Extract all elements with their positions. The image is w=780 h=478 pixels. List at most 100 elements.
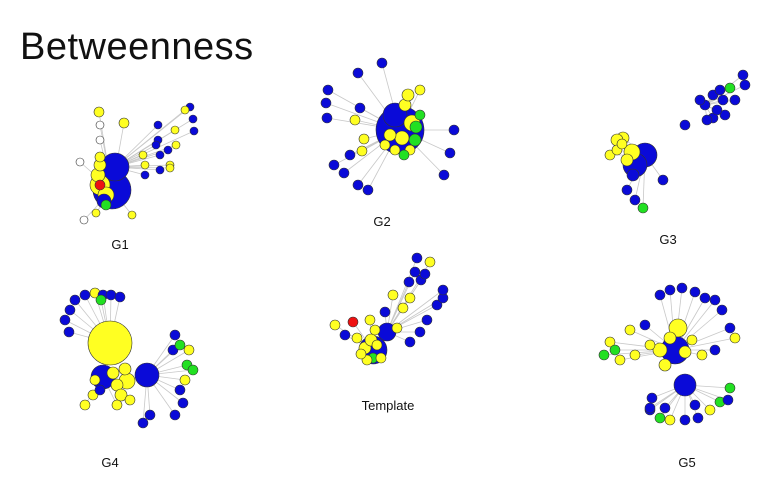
network-graph-g5 bbox=[598, 282, 741, 426]
g1-node-yellow bbox=[170, 125, 180, 135]
g1-node-red bbox=[94, 179, 106, 191]
g4-node-yellow bbox=[179, 374, 191, 386]
g2-node-blue bbox=[338, 167, 350, 179]
template-node-red bbox=[347, 316, 359, 328]
template-node-blue bbox=[414, 326, 426, 338]
g2-node-blue bbox=[322, 84, 334, 96]
g4-node-blue bbox=[169, 329, 181, 341]
g5-node-blue bbox=[699, 292, 711, 304]
g4-node-blue bbox=[114, 291, 126, 303]
template-node-yellow bbox=[397, 302, 409, 314]
template-node-blue bbox=[339, 329, 351, 341]
g4-node-yellow bbox=[118, 362, 132, 376]
g2-node-blue bbox=[448, 124, 460, 136]
g2-node-blue bbox=[438, 169, 450, 181]
graph-label-g4: G4 bbox=[101, 455, 119, 470]
g4-node-blue bbox=[64, 304, 76, 316]
g5-node-yellow bbox=[704, 404, 716, 416]
template-node-blue bbox=[437, 284, 449, 296]
g5-node-yellow bbox=[668, 318, 688, 338]
g5-node-blue bbox=[639, 319, 651, 331]
g5-node-yellow bbox=[696, 349, 708, 361]
g5-node-yellow bbox=[629, 349, 641, 361]
g3-node-blue bbox=[657, 174, 669, 186]
g3-node-blue bbox=[701, 114, 713, 126]
g4-node-blue bbox=[169, 409, 181, 421]
g2-node-yellow bbox=[414, 84, 426, 96]
template-node-blue bbox=[404, 336, 416, 348]
g3-node-green bbox=[724, 82, 736, 94]
g5-node-blue bbox=[724, 322, 736, 334]
g2-node-yellow bbox=[349, 114, 361, 126]
slide-title: Betweenness bbox=[20, 26, 254, 68]
g1-node-yellow bbox=[180, 105, 190, 115]
g2-node-blue bbox=[321, 112, 333, 124]
template-node-blue bbox=[431, 299, 443, 311]
g2-node-blue bbox=[444, 147, 456, 159]
g4-node-yellow bbox=[79, 399, 91, 411]
g2-node-yellow bbox=[358, 133, 370, 145]
network-graph-g2 bbox=[320, 57, 460, 196]
g1-node-yellow bbox=[138, 150, 148, 160]
g3-edge bbox=[704, 84, 746, 106]
g1-node-blue bbox=[155, 165, 165, 175]
g2-node-blue bbox=[352, 179, 364, 191]
g1-node-white bbox=[95, 135, 105, 145]
g3-node-blue bbox=[621, 184, 633, 196]
g5-node-yellow bbox=[658, 358, 672, 372]
g4-node-blue bbox=[177, 397, 189, 409]
g1-node-green bbox=[100, 199, 112, 211]
g5-node-green bbox=[724, 382, 736, 394]
g3-node-blue bbox=[719, 109, 731, 121]
g3-node-blue bbox=[711, 104, 723, 116]
g5-node-yellow bbox=[652, 342, 668, 358]
template-node-blue bbox=[419, 268, 431, 280]
g1-node-blue bbox=[163, 145, 173, 155]
graph-label-g3: G3 bbox=[659, 232, 677, 247]
template-node-yellow bbox=[329, 319, 341, 331]
template-node-yellow bbox=[355, 348, 367, 360]
g4-node-blue bbox=[105, 289, 117, 301]
graph-label-template: Template bbox=[361, 398, 415, 413]
g1-node-yellow bbox=[165, 163, 175, 173]
template-node-yellow bbox=[391, 322, 403, 334]
g4-node-green bbox=[174, 339, 186, 351]
g1-node-white bbox=[75, 157, 85, 167]
g2-node-blue bbox=[354, 102, 366, 114]
g5-node-yellow bbox=[614, 354, 626, 366]
g3-node-blue bbox=[679, 119, 691, 131]
g1-node-yellow bbox=[171, 140, 181, 150]
g2-node-green bbox=[398, 149, 410, 161]
g4-node-blue bbox=[94, 384, 106, 396]
g1-node-blue bbox=[151, 140, 161, 150]
g5-node-yellow bbox=[686, 334, 698, 346]
network-graph-g3 bbox=[604, 69, 751, 214]
g4-node-blue bbox=[134, 362, 160, 388]
g1-edge bbox=[114, 109, 186, 168]
g5-node-blue bbox=[689, 286, 701, 298]
g1-node-white bbox=[95, 120, 105, 130]
g2-node-blue bbox=[344, 149, 356, 161]
template-node-yellow bbox=[375, 352, 387, 364]
g4-node-yellow bbox=[87, 320, 133, 366]
g2-node-blue bbox=[328, 159, 340, 171]
g5-node-yellow bbox=[604, 336, 616, 348]
g4-node-blue bbox=[69, 294, 81, 306]
g5-node-green bbox=[598, 349, 610, 361]
g5-node-blue bbox=[709, 294, 721, 306]
g4-node-blue bbox=[137, 417, 149, 429]
g4-node-yellow bbox=[183, 344, 195, 356]
g1-node-blue bbox=[189, 126, 199, 136]
g5-node-blue bbox=[692, 412, 704, 424]
template-node-yellow bbox=[404, 292, 416, 304]
g2-node-yellow bbox=[401, 88, 415, 102]
g4-node-green bbox=[95, 294, 107, 306]
g5-node-yellow bbox=[663, 331, 677, 345]
g1-node-blue bbox=[155, 150, 165, 160]
g1-node-blue bbox=[188, 114, 198, 124]
g3-node-blue bbox=[626, 168, 640, 182]
g5-node-blue bbox=[716, 304, 728, 316]
g1-node-yellow bbox=[91, 208, 101, 218]
g3-node-green bbox=[637, 202, 649, 214]
